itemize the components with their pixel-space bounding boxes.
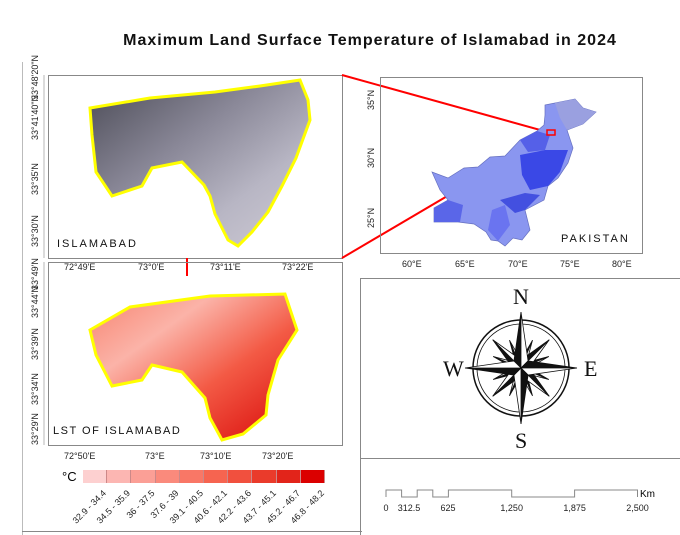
province-sindh — [500, 193, 540, 213]
compass-panel — [360, 278, 680, 535]
legend-swatch — [300, 470, 325, 483]
islamabad-x-tick: 73°0'E — [138, 262, 165, 272]
province-gb — [555, 99, 596, 130]
pakistan-label: PAKISTAN — [561, 233, 630, 245]
province-balochistan — [434, 200, 463, 222]
lst-x-tick: 72°50'E — [64, 451, 96, 461]
map-title: Maximum Land Surface Temperature of Isla… — [123, 32, 617, 49]
islamabad-x-tick: 72°49'E — [64, 262, 96, 272]
compass-e: E — [584, 356, 598, 381]
scale-bar-line — [385, 489, 638, 498]
lst-x-tick: 73°10'E — [200, 451, 232, 461]
pakistan-x-tick: 80°E — [612, 259, 632, 269]
compass-s: S — [515, 428, 528, 453]
compass-point — [464, 360, 522, 369]
legend-swatch — [155, 470, 180, 483]
scale-label: 1,875 — [563, 503, 586, 513]
islamabad-boundary — [88, 78, 312, 248]
legend-swatch — [107, 470, 132, 483]
compass-n: N — [513, 284, 529, 309]
legend-swatch — [204, 470, 229, 483]
islamabad-x-tick: 73°22'E — [282, 262, 314, 272]
scale-label: 625 — [440, 503, 456, 513]
pakistan-x-tick: 75°E — [560, 259, 580, 269]
pakistan-x-tick: 65°E — [455, 259, 475, 269]
district-south — [488, 205, 510, 241]
legend-swatch — [179, 470, 204, 483]
legend-unit: °C — [62, 469, 77, 484]
bottom-border — [22, 531, 362, 532]
compass-rose-icon — [464, 311, 578, 425]
pakistan-map-frame — [380, 77, 643, 254]
scale-label: 312.5 — [397, 503, 421, 513]
scale-label: 1,250 — [500, 503, 523, 513]
scale-unit: Km — [640, 489, 655, 500]
islamabad-map-frame — [48, 75, 343, 259]
lst-boundary — [88, 292, 299, 442]
islamabad-label: ISLAMABAD — [57, 238, 138, 250]
legend-swatch — [276, 470, 301, 483]
lst-x-tick: 73°E — [145, 451, 165, 461]
lst-x-tick: 73°20'E — [262, 451, 294, 461]
province-kp — [520, 131, 550, 152]
legend-swatch — [83, 470, 108, 483]
pakistan-map — [431, 98, 597, 247]
compass-w: W — [443, 356, 464, 381]
legend-swatch — [131, 470, 156, 483]
scale-label: 2,500 — [626, 503, 649, 513]
outer-frame-left — [22, 62, 23, 535]
legend-swatch — [252, 470, 277, 483]
pakistan-x-tick: 60°E — [402, 259, 422, 269]
panel-divider — [360, 458, 680, 459]
legend-swatch — [228, 470, 253, 483]
scale-label: 0 — [383, 503, 389, 513]
inset-line-top — [341, 74, 552, 134]
islamabad-x-tick: 73°11'E — [210, 262, 241, 272]
province-punjab — [520, 150, 568, 190]
lst-map-frame — [48, 262, 343, 446]
islamabad-locator-box — [546, 129, 556, 136]
lst-label: LST OF ISLAMABAD — [53, 425, 182, 437]
pakistan-x-tick: 70°E — [508, 259, 528, 269]
